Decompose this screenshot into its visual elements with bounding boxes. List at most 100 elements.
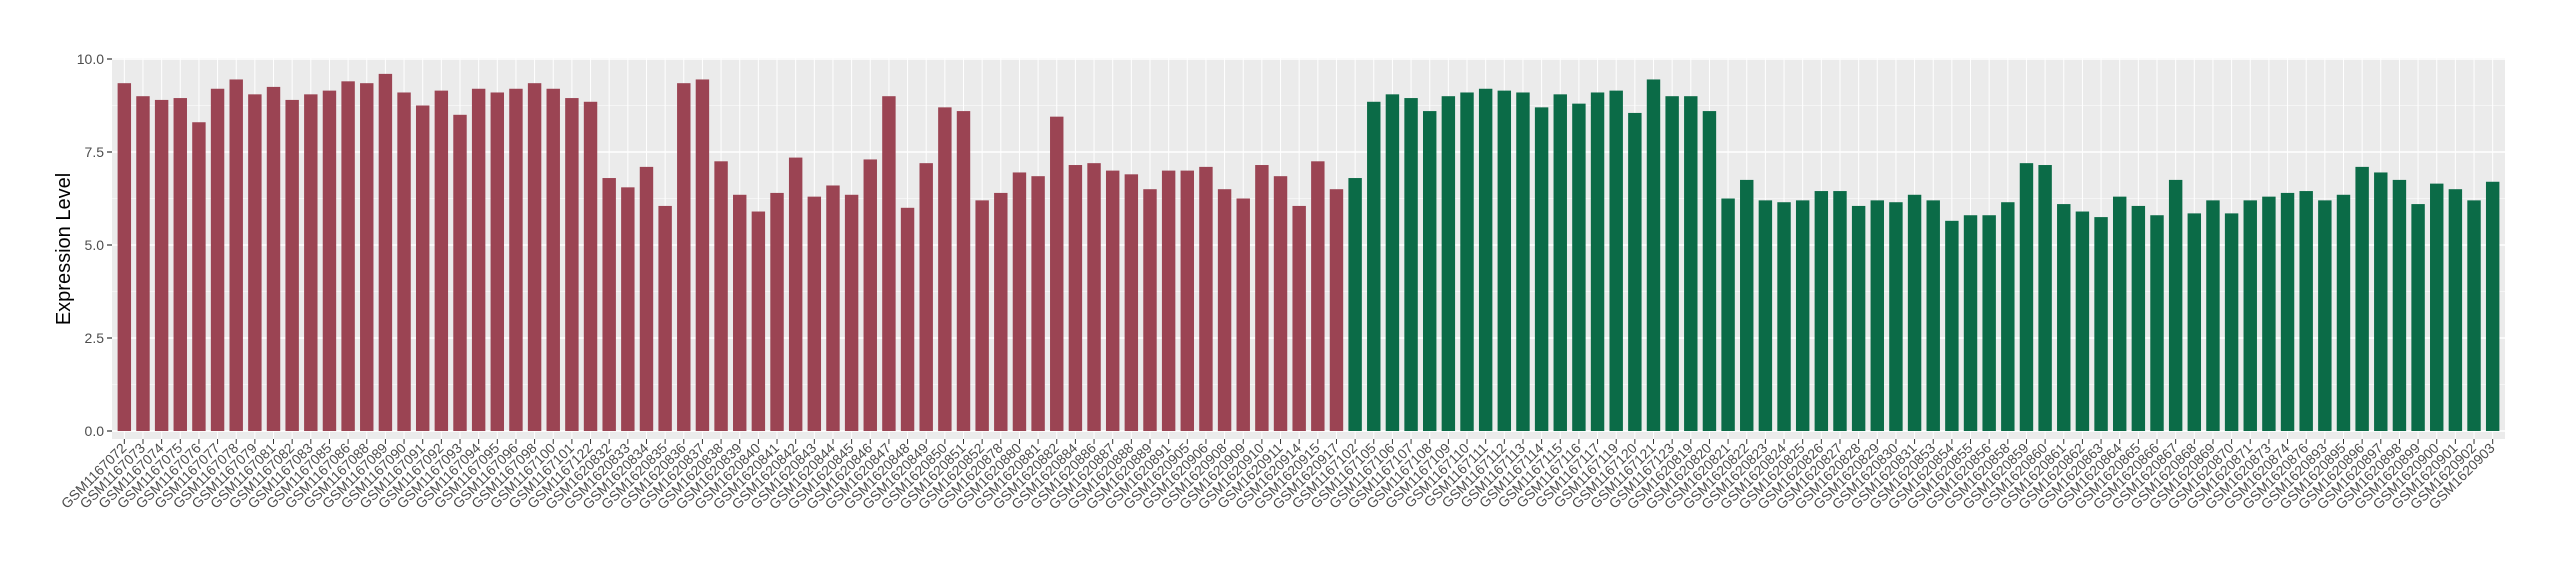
x-axis: GSM1167072GSM1167073GSM1167074GSM1167075…	[58, 439, 2498, 512]
bar	[1329, 189, 1344, 431]
bar	[1068, 165, 1083, 431]
bar	[2485, 181, 2500, 431]
bar	[1851, 205, 1866, 431]
bar	[2299, 191, 2313, 431]
y-tick-label: 0.0	[85, 423, 105, 439]
bar	[1814, 191, 1829, 431]
bar	[1534, 107, 1549, 432]
bar	[658, 205, 672, 431]
bar	[1889, 202, 1903, 431]
bar	[1385, 94, 1400, 431]
bar	[322, 90, 337, 432]
bar	[1553, 94, 1567, 431]
bar	[1516, 92, 1530, 431]
bar	[2224, 213, 2239, 431]
bar	[788, 157, 803, 431]
bar	[1907, 194, 1922, 431]
bar	[1926, 200, 1940, 431]
bar	[1740, 179, 1754, 431]
bar	[2467, 200, 2481, 431]
y-tick-label: 2.5	[85, 330, 105, 346]
bar	[397, 92, 411, 431]
bar	[1963, 215, 1978, 431]
bar	[1348, 178, 1362, 431]
bar	[2150, 215, 2164, 431]
bar	[2131, 205, 2146, 431]
bar	[1292, 205, 1306, 431]
bar	[2392, 179, 2407, 431]
bar	[1012, 172, 1027, 431]
bar	[509, 88, 523, 431]
bar	[1161, 170, 1176, 431]
bar	[938, 107, 952, 432]
bar	[1777, 202, 1791, 431]
bar	[490, 92, 505, 431]
bar	[1702, 111, 1717, 431]
bar	[695, 79, 710, 432]
bar	[2094, 217, 2108, 431]
bar	[1665, 96, 1679, 431]
bar	[1105, 170, 1120, 431]
y-tick-label: 7.5	[85, 144, 105, 160]
bar	[1833, 191, 1847, 431]
bar	[2019, 163, 2034, 431]
bar	[1609, 90, 1623, 432]
bar	[248, 94, 262, 431]
bar	[1180, 170, 1194, 431]
bar	[583, 101, 598, 431]
bar	[733, 194, 747, 431]
bar	[2411, 204, 2425, 431]
bar	[1441, 96, 1456, 431]
bar	[1124, 174, 1139, 431]
bar	[304, 94, 318, 431]
bar	[1311, 161, 1325, 432]
y-axis: 0.0 2.5 5.0 7.5 10.0	[77, 51, 112, 439]
bar	[2075, 211, 2090, 431]
bar	[471, 88, 486, 431]
bar	[826, 185, 840, 431]
bar	[2374, 172, 2388, 431]
bar	[1982, 215, 1996, 431]
bar	[770, 192, 784, 431]
bar	[192, 122, 206, 432]
y-tick-label: 5.0	[85, 237, 105, 253]
bar	[1255, 165, 1269, 431]
bar	[1236, 198, 1250, 431]
bar	[807, 196, 822, 431]
bar	[1572, 103, 1586, 431]
bar	[677, 83, 691, 432]
bar	[527, 83, 542, 432]
bar	[751, 211, 766, 431]
bar	[1945, 220, 1959, 431]
bar	[1460, 92, 1474, 431]
bar	[1367, 101, 1381, 431]
bar	[1590, 92, 1605, 431]
bar	[863, 159, 877, 431]
bar	[714, 161, 728, 432]
bar	[1273, 176, 1288, 431]
bar	[2448, 189, 2463, 431]
bar	[1758, 200, 1773, 431]
bar	[1628, 112, 1642, 431]
y-axis-title: Expression Level	[53, 173, 75, 325]
bar	[900, 207, 915, 431]
bar	[2318, 200, 2332, 431]
bar	[434, 90, 449, 432]
bar	[285, 99, 299, 432]
bar	[117, 83, 132, 432]
bar	[1050, 116, 1064, 431]
bar	[2187, 213, 2202, 431]
bar	[1721, 198, 1735, 431]
bar	[956, 111, 971, 431]
bar	[621, 187, 635, 431]
bar	[154, 99, 169, 432]
bar	[2280, 192, 2295, 431]
bar	[546, 88, 560, 431]
bar	[975, 200, 989, 431]
bar	[266, 86, 281, 432]
bar	[1423, 111, 1437, 431]
plot-panel	[112, 58, 2505, 439]
bar	[2243, 200, 2257, 431]
bar	[378, 73, 393, 431]
